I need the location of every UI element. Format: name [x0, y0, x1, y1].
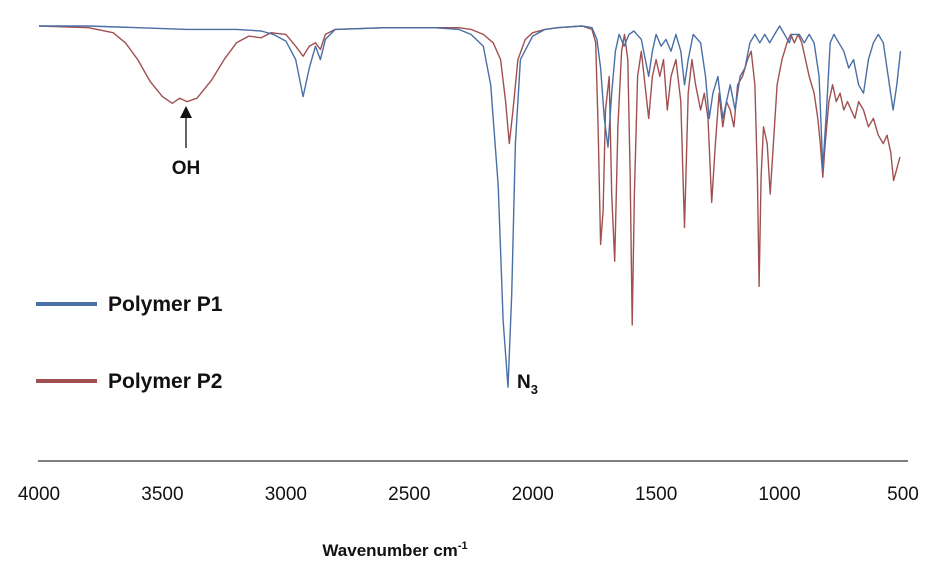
legend-label-p1: Polymer P1 [108, 293, 223, 316]
series-lines [38, 25, 902, 388]
x-tick-labels: 4000 3500 3000 2500 2000 1500 1000 500 [18, 484, 919, 505]
oh-label: OH [172, 158, 201, 179]
x-tick-label: 3000 [265, 484, 307, 505]
x-tick-label: 2500 [388, 484, 430, 505]
x-tick-label: 3500 [141, 484, 183, 505]
oh-arrow-head [180, 106, 192, 118]
x-tick-label: 500 [887, 484, 919, 505]
legend-item-p1: Polymer P1 [36, 293, 223, 316]
x-axis-title: Wavenumber cm-1 [322, 540, 467, 560]
x-tick-label: 4000 [18, 484, 60, 505]
series-line-p2 [38, 25, 901, 326]
x-tick-label: 1000 [758, 484, 800, 505]
legend: Polymer P1 Polymer P2 [36, 293, 223, 393]
annotation-oh: OH [172, 106, 201, 179]
legend-item-p2: Polymer P2 [36, 370, 222, 393]
series-line-p1 [39, 25, 902, 388]
x-tick-label: 1500 [635, 484, 677, 505]
annotation-n3: N3 [517, 372, 538, 397]
x-tick-label: 2000 [512, 484, 554, 505]
n3-label: N3 [517, 372, 538, 397]
legend-label-p2: Polymer P2 [108, 370, 222, 393]
